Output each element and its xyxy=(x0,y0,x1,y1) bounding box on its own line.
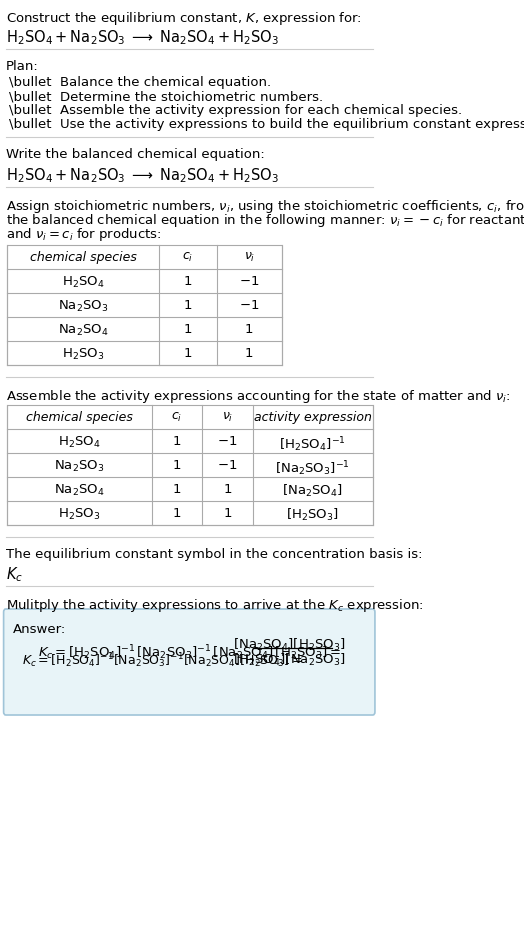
Text: Construct the equilibrium constant, $K$, expression for:: Construct the equilibrium constant, $K$,… xyxy=(6,10,362,27)
Text: $[\mathrm{H_2SO_3}]$: $[\mathrm{H_2SO_3}]$ xyxy=(287,506,339,523)
Text: $-1$: $-1$ xyxy=(239,299,259,311)
Text: $-1$: $-1$ xyxy=(239,275,259,288)
Text: 1: 1 xyxy=(223,506,232,520)
Text: the balanced chemical equation in the following manner: $\nu_i = -c_i$ for react: the balanced chemical equation in the fo… xyxy=(6,211,524,228)
Text: 1: 1 xyxy=(173,483,181,495)
Text: $[\mathrm{H_2SO_4}][\mathrm{Na_2SO_3}]$: $[\mathrm{H_2SO_4}][\mathrm{Na_2SO_3}]$ xyxy=(233,651,345,667)
Text: chemical species: chemical species xyxy=(30,250,137,264)
Text: $\nu_i$: $\nu_i$ xyxy=(222,410,233,424)
Text: \bullet  Determine the stoichiometric numbers.: \bullet Determine the stoichiometric num… xyxy=(9,89,323,103)
Text: $\mathrm{Na_2SO_3}$: $\mathrm{Na_2SO_3}$ xyxy=(58,299,108,314)
Text: Plan:: Plan: xyxy=(6,60,39,73)
Bar xyxy=(7,246,282,366)
Text: 1: 1 xyxy=(183,275,192,288)
Text: $[\mathrm{Na_2SO_3}]^{-1}$: $[\mathrm{Na_2SO_3}]^{-1}$ xyxy=(276,459,350,477)
Text: The equilibrium constant symbol in the concentration basis is:: The equilibrium constant symbol in the c… xyxy=(6,547,422,561)
Text: 1: 1 xyxy=(223,483,232,495)
Text: 1: 1 xyxy=(245,323,254,336)
Text: 1: 1 xyxy=(173,506,181,520)
Text: Assemble the activity expressions accounting for the state of matter and $\nu_i$: Assemble the activity expressions accoun… xyxy=(6,387,510,405)
Text: 1: 1 xyxy=(183,347,192,360)
Text: $K_c = [\mathrm{H_2SO_4}]^{-1}\,[\mathrm{Na_2SO_3}]^{-1}\,[\mathrm{Na_2SO_4}]\,[: $K_c = [\mathrm{H_2SO_4}]^{-1}\,[\mathrm… xyxy=(38,643,341,661)
Bar xyxy=(7,406,373,526)
Text: Answer:: Answer: xyxy=(13,623,66,635)
Text: $\mathrm{H_2SO_4 + Na_2SO_3 \;\longrightarrow\; Na_2SO_4 + H_2SO_3}$: $\mathrm{H_2SO_4 + Na_2SO_3 \;\longright… xyxy=(6,166,279,185)
Text: Write the balanced chemical equation:: Write the balanced chemical equation: xyxy=(6,148,265,161)
Text: $[\mathrm{Na_2SO_4}][\mathrm{H_2SO_3}]$: $[\mathrm{Na_2SO_4}][\mathrm{H_2SO_3}]$ xyxy=(233,636,345,652)
Text: \bullet  Balance the chemical equation.: \bullet Balance the chemical equation. xyxy=(9,76,271,89)
Text: chemical species: chemical species xyxy=(26,410,133,424)
Text: $\mathrm{H_2SO_3}$: $\mathrm{H_2SO_3}$ xyxy=(58,506,101,522)
Text: $\mathrm{H_2SO_4}$: $\mathrm{H_2SO_4}$ xyxy=(62,275,104,289)
Text: $\mathrm{Na_2SO_4}$: $\mathrm{Na_2SO_4}$ xyxy=(58,323,108,338)
FancyBboxPatch shape xyxy=(4,609,375,715)
Text: $\mathrm{Na_2SO_3}$: $\mathrm{Na_2SO_3}$ xyxy=(54,459,105,473)
Text: $\mathrm{H_2SO_4 + Na_2SO_3 \;\longrightarrow\; Na_2SO_4 + H_2SO_3}$: $\mathrm{H_2SO_4 + Na_2SO_3 \;\longright… xyxy=(6,28,279,47)
Text: $\nu_i$: $\nu_i$ xyxy=(244,250,255,264)
Text: activity expression: activity expression xyxy=(254,410,372,424)
Text: $c_i$: $c_i$ xyxy=(171,410,183,424)
Text: $-1$: $-1$ xyxy=(217,434,238,447)
Text: \bullet  Assemble the activity expression for each chemical species.: \bullet Assemble the activity expression… xyxy=(9,104,462,117)
Text: $\mathrm{Na_2SO_4}$: $\mathrm{Na_2SO_4}$ xyxy=(54,483,105,498)
Text: $K_c$: $K_c$ xyxy=(6,565,23,583)
Text: 1: 1 xyxy=(173,434,181,447)
Text: \bullet  Use the activity expressions to build the equilibrium constant expressi: \bullet Use the activity expressions to … xyxy=(9,118,524,130)
Text: $c_i$: $c_i$ xyxy=(182,250,193,264)
Text: 1: 1 xyxy=(183,323,192,336)
Text: $\mathrm{H_2SO_4}$: $\mathrm{H_2SO_4}$ xyxy=(58,434,101,449)
Text: $-1$: $-1$ xyxy=(217,459,238,471)
Text: 1: 1 xyxy=(183,299,192,311)
Text: 1: 1 xyxy=(173,459,181,471)
Text: $[\mathrm{H_2SO_4}]^{-1}$: $[\mathrm{H_2SO_4}]^{-1}$ xyxy=(279,434,346,453)
Text: 1: 1 xyxy=(245,347,254,360)
Text: $[\mathrm{Na_2SO_4}]$: $[\mathrm{Na_2SO_4}]$ xyxy=(282,483,343,499)
Text: $K_c = [\mathrm{H_2SO_4}]^{-1}[\mathrm{Na_2SO_3}]^{-1}[\mathrm{Na_2SO_4}][\mathr: $K_c = [\mathrm{H_2SO_4}]^{-1}[\mathrm{N… xyxy=(21,650,302,669)
Text: and $\nu_i = c_i$ for products:: and $\nu_i = c_i$ for products: xyxy=(6,226,161,243)
Text: Mulitply the activity expressions to arrive at the $K_c$ expression:: Mulitply the activity expressions to arr… xyxy=(6,596,423,613)
Text: $\mathrm{H_2SO_3}$: $\mathrm{H_2SO_3}$ xyxy=(62,347,104,362)
Text: Assign stoichiometric numbers, $\nu_i$, using the stoichiometric coefficients, $: Assign stoichiometric numbers, $\nu_i$, … xyxy=(6,198,524,215)
